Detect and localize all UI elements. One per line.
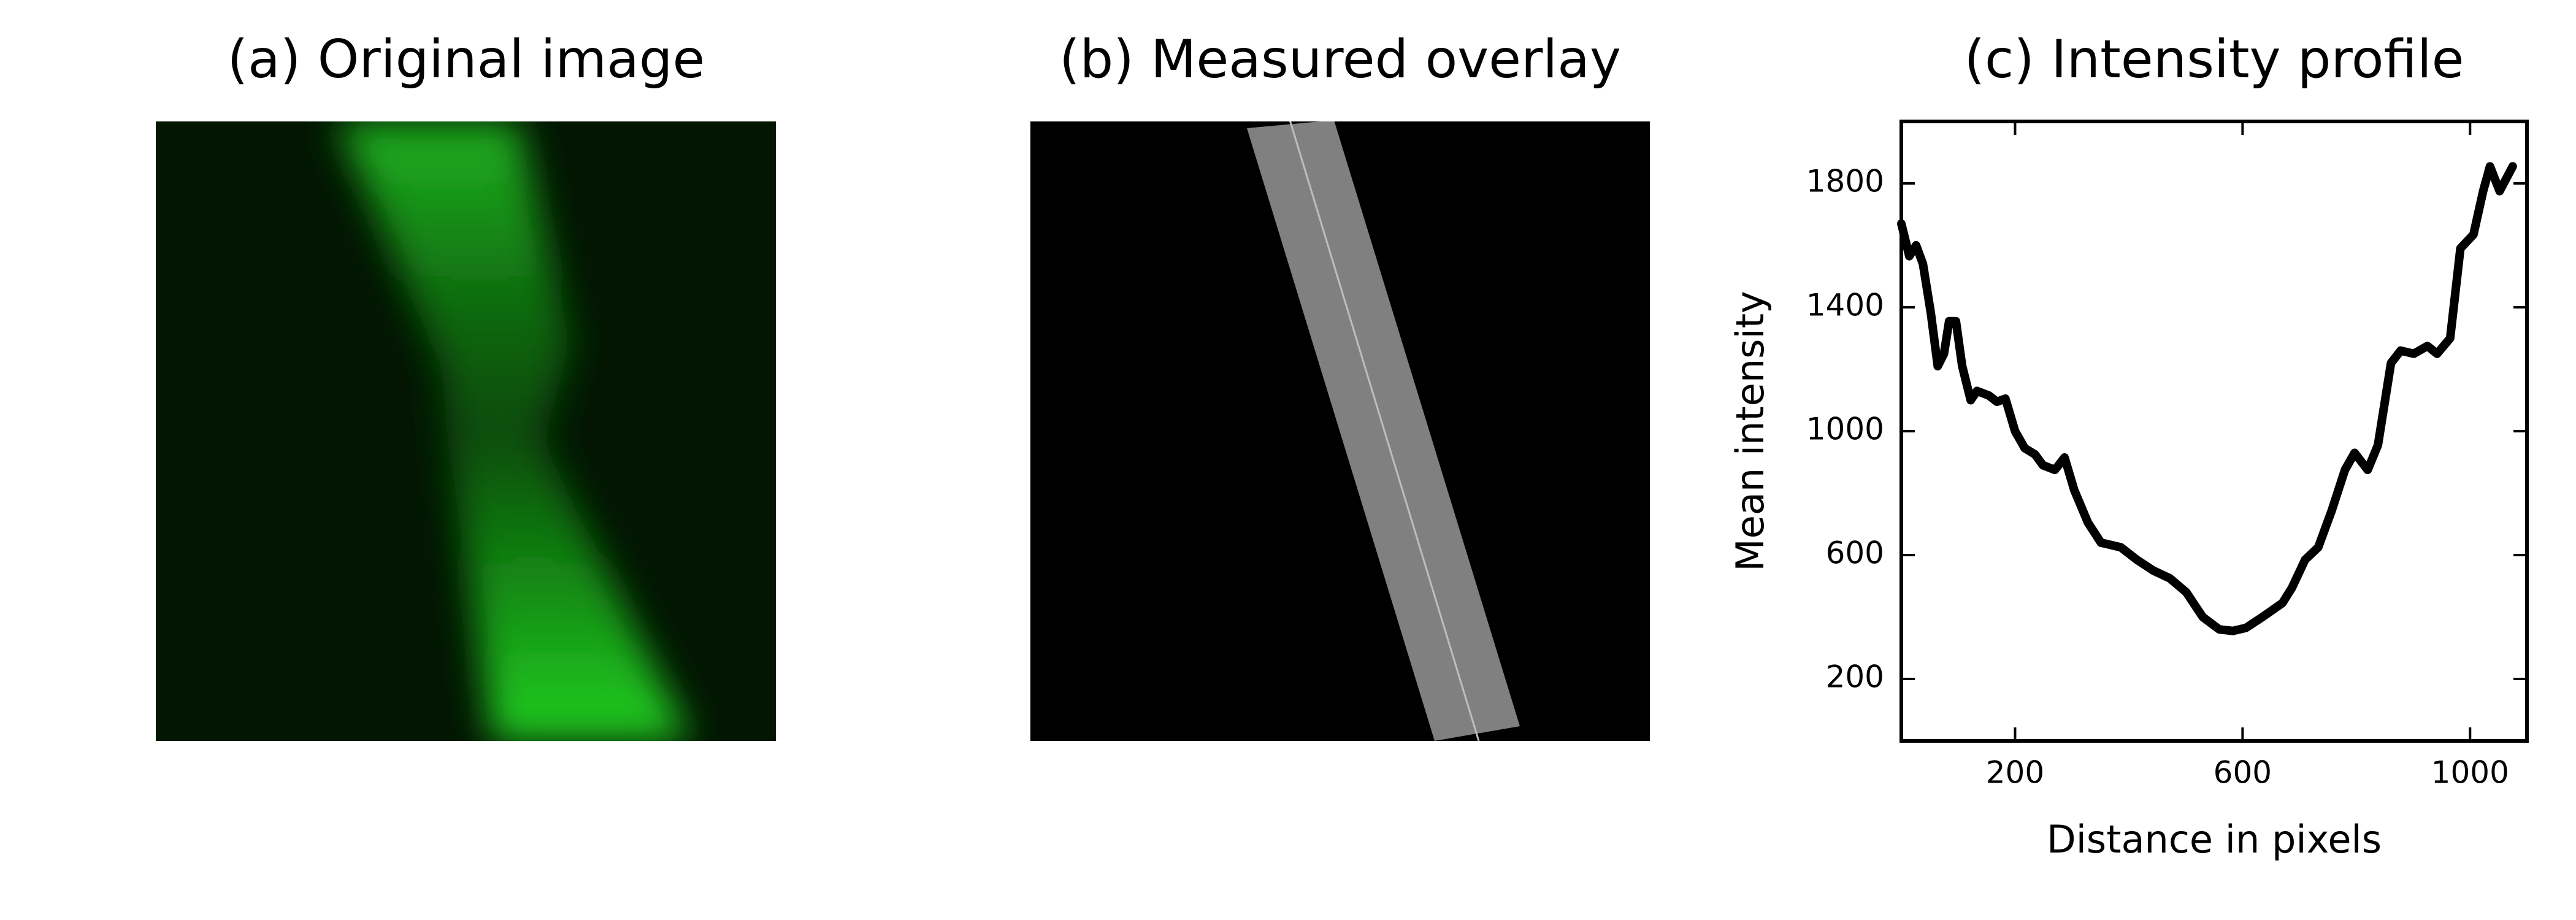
plot-frame — [1899, 120, 2529, 743]
y-axis-label: Mean intensity — [1728, 291, 1773, 571]
x-axis-label: Distance in pixels — [2047, 817, 2382, 862]
original-image — [156, 121, 776, 741]
panel-title: (b) Measured overlay — [1059, 29, 1621, 90]
overlay-image — [1030, 121, 1650, 741]
x-tick-label: 200 — [1986, 755, 2044, 791]
chart-title: (c) Intensity profile — [1964, 29, 2464, 90]
y-tick-label: 1800 — [1806, 164, 1884, 199]
x-tick-label: 1000 — [2431, 755, 2509, 791]
panel-title: (a) Original image — [228, 29, 705, 90]
intensity-line — [1897, 162, 2517, 635]
y-tick-label: 600 — [1826, 535, 1884, 571]
x-tick-label: 600 — [2214, 755, 2272, 791]
y-tick-label: 200 — [1826, 659, 1884, 695]
y-tick-label: 1000 — [1806, 412, 1884, 447]
y-tick-label: 1400 — [1806, 288, 1884, 323]
